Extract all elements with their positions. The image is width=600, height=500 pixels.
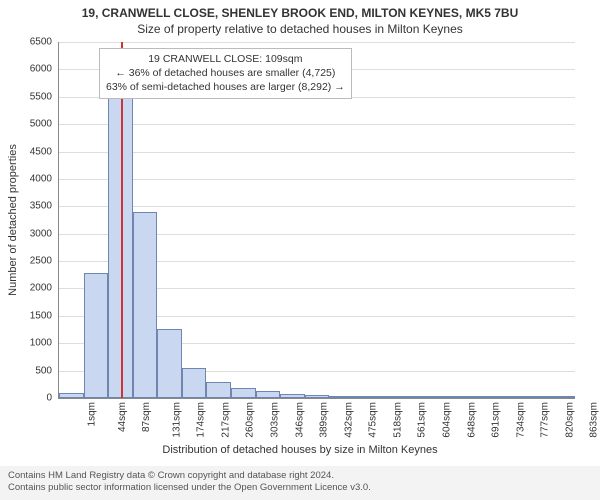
x-axis-title: Distribution of detached houses by size … bbox=[0, 444, 600, 456]
histogram-bar bbox=[157, 329, 182, 398]
callout-larger-text: 63% of semi-detached houses are larger (… bbox=[106, 80, 345, 94]
gridline bbox=[59, 206, 575, 207]
x-tick-label: 87sqm bbox=[141, 402, 152, 432]
y-tick-label: 4500 bbox=[30, 146, 52, 157]
x-tick-label: 777sqm bbox=[540, 402, 551, 438]
x-tick-label: 561sqm bbox=[417, 402, 428, 438]
x-tick-label: 432sqm bbox=[343, 402, 354, 438]
x-tick-label: 648sqm bbox=[466, 402, 477, 438]
y-axis: 0500100015002000250030003500400045005000… bbox=[0, 42, 54, 398]
x-tick-label: 691sqm bbox=[491, 402, 502, 438]
x-tick-label: 389sqm bbox=[319, 402, 330, 438]
histogram-bar bbox=[133, 212, 158, 398]
x-tick-label: 1sqm bbox=[86, 402, 97, 426]
y-tick-label: 2000 bbox=[30, 283, 52, 294]
chart-title-sub: Size of property relative to detached ho… bbox=[0, 20, 600, 38]
footer-line-2: Contains public sector information licen… bbox=[8, 482, 592, 494]
chart-title-main: 19, CRANWELL CLOSE, SHENLEY BROOK END, M… bbox=[0, 0, 600, 20]
x-tick-label: 734sqm bbox=[515, 402, 526, 438]
callout-smaller-text: ← 36% of detached houses are smaller (4,… bbox=[106, 66, 345, 80]
y-tick-label: 6000 bbox=[30, 64, 52, 75]
y-tick-label: 3000 bbox=[30, 228, 52, 239]
x-tick-label: 820sqm bbox=[564, 402, 575, 438]
x-tick-label: 260sqm bbox=[245, 402, 256, 438]
x-tick-label: 217sqm bbox=[220, 402, 231, 438]
x-tick-label: 475sqm bbox=[368, 402, 379, 438]
x-tick-label: 174sqm bbox=[196, 402, 207, 438]
gridline bbox=[59, 179, 575, 180]
y-tick-label: 1000 bbox=[30, 338, 52, 349]
plot-area: 19 CRANWELL CLOSE: 109sqm ← 36% of detac… bbox=[58, 42, 575, 399]
gridline bbox=[59, 124, 575, 125]
y-tick-label: 1500 bbox=[30, 310, 52, 321]
y-tick-label: 5000 bbox=[30, 119, 52, 130]
footer-line-1: Contains HM Land Registry data © Crown c… bbox=[8, 470, 592, 482]
x-tick-label: 303sqm bbox=[270, 402, 281, 438]
x-tick-label: 131sqm bbox=[171, 402, 182, 438]
x-tick-label: 346sqm bbox=[294, 402, 305, 438]
histogram-bar bbox=[182, 368, 207, 398]
gridline bbox=[59, 42, 575, 43]
y-tick-label: 4000 bbox=[30, 173, 52, 184]
y-tick-label: 5500 bbox=[30, 91, 52, 102]
histogram-bar bbox=[84, 273, 109, 398]
chart-footer: Contains HM Land Registry data © Crown c… bbox=[0, 466, 600, 500]
x-tick-label: 518sqm bbox=[392, 402, 403, 438]
y-tick-label: 3500 bbox=[30, 201, 52, 212]
y-tick-label: 2500 bbox=[30, 256, 52, 267]
histogram-bar bbox=[231, 388, 256, 398]
y-tick-label: 6500 bbox=[30, 37, 52, 48]
x-axis: 1sqm 44sqm 87sqm 131sqm 174sqm 217sqm 260sqm 30… bbox=[58, 398, 574, 448]
callout-box: 19 CRANWELL CLOSE: 109sqm ← 36% of detac… bbox=[99, 48, 352, 99]
x-tick-label: 604sqm bbox=[442, 402, 453, 438]
gridline bbox=[59, 152, 575, 153]
x-tick-label: 863sqm bbox=[589, 402, 600, 438]
callout-property-label: 19 CRANWELL CLOSE: 109sqm bbox=[106, 52, 345, 66]
x-tick-label: 44sqm bbox=[117, 402, 128, 432]
y-tick-label: 0 bbox=[46, 393, 52, 404]
property-size-chart: { "title_main": "19, CRANWELL CLOSE, SHE… bbox=[0, 0, 600, 500]
y-tick-label: 500 bbox=[35, 365, 52, 376]
histogram-bar bbox=[206, 382, 231, 398]
